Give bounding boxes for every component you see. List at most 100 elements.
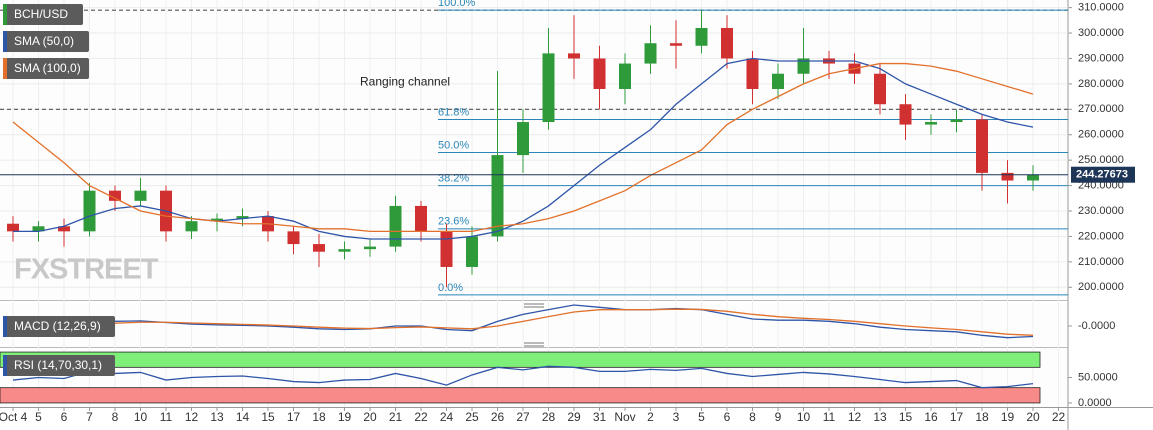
legend-swatch xyxy=(3,4,7,25)
candle-body xyxy=(491,155,504,237)
y-tick-label: 0.0000 xyxy=(1078,397,1112,409)
legend-box xyxy=(3,355,115,376)
x-tick-label: 29 xyxy=(567,410,581,424)
candle-body xyxy=(389,205,402,247)
candle-body xyxy=(185,221,198,232)
candle-body xyxy=(925,122,937,125)
fib-label: 0.0% xyxy=(438,282,463,294)
price-tag-label: 244.27673 xyxy=(1076,169,1128,181)
x-tick-label: 19 xyxy=(338,410,352,424)
x-tick-label: 8 xyxy=(112,410,119,424)
x-tick-label: 3 xyxy=(673,410,680,424)
x-tick-label: 12 xyxy=(848,410,862,424)
line-series xyxy=(13,57,1034,240)
fib-label: 100.0% xyxy=(438,0,476,9)
x-tick-label: 10 xyxy=(797,410,811,424)
x-tick-label: 7 xyxy=(86,410,93,424)
legend-label: RSI (14,70,30,1) xyxy=(14,358,102,372)
x-tick-label: Oct 4 xyxy=(0,410,28,424)
x-tick-label: 26 xyxy=(491,410,505,424)
candle-body xyxy=(797,58,810,74)
candle-body xyxy=(364,246,376,250)
x-tick-label: 16 xyxy=(924,410,938,424)
y-tick-label: 290.0000 xyxy=(1078,52,1124,64)
candle-body xyxy=(32,226,45,232)
legend-swatch xyxy=(3,355,7,376)
candle-body xyxy=(950,119,963,123)
candle-body xyxy=(542,53,555,123)
x-tick-label: 18 xyxy=(312,410,326,424)
x-tick-label: 19 xyxy=(1001,410,1015,424)
legend-swatch xyxy=(3,58,7,79)
x-tick-label: 24 xyxy=(440,410,454,424)
y-tick-label: 250.0000 xyxy=(1078,154,1124,166)
candle-body xyxy=(695,27,708,46)
candle-body xyxy=(670,43,682,46)
legend-item[interactable]: BCH/USD xyxy=(3,4,83,25)
x-tick-label: Nov xyxy=(614,410,635,424)
y-tick-label: 230.0000 xyxy=(1078,205,1124,217)
x-tick-label: 14 xyxy=(236,410,250,424)
legend-item[interactable]: SMA (100,0) xyxy=(3,58,89,79)
candle-body xyxy=(313,244,325,252)
candle-body xyxy=(568,53,580,59)
x-tick-label: 5 xyxy=(35,410,42,424)
y-tick-label: 300.0000 xyxy=(1078,27,1124,39)
x-tick-label: 13 xyxy=(210,410,224,424)
x-tick-label: 21 xyxy=(389,410,403,424)
legend-label: MACD (12,26,9) xyxy=(14,319,101,333)
band xyxy=(0,387,1041,404)
fib-label: 61.8% xyxy=(438,106,469,118)
candle-body xyxy=(1001,172,1014,181)
legend-box xyxy=(3,31,89,52)
candle-body xyxy=(619,63,631,89)
candle-body xyxy=(134,190,147,201)
x-tick-label: 11 xyxy=(823,410,836,424)
y-tick-label: 200.0000 xyxy=(1078,281,1124,293)
line-series xyxy=(13,308,1034,336)
fib-label: 50.0% xyxy=(438,139,469,151)
fib-label: 38.2% xyxy=(438,172,469,184)
y-tick-label: 270.0000 xyxy=(1078,103,1124,115)
candle-body xyxy=(415,205,427,232)
x-tick-label: 22 xyxy=(414,410,428,424)
x-tick-label: 8 xyxy=(749,410,756,424)
line-series xyxy=(12,365,1034,389)
candle-body xyxy=(109,190,121,201)
candle-body xyxy=(976,119,988,173)
x-tick-label: 28 xyxy=(542,410,556,424)
y-tick-label: 220.0000 xyxy=(1078,230,1124,242)
y-tick-label: 280.0000 xyxy=(1078,78,1124,90)
resize-handle[interactable] xyxy=(524,303,544,308)
candle-body xyxy=(899,104,912,125)
line-series xyxy=(12,62,1034,233)
candle-body xyxy=(593,58,606,89)
candle-body xyxy=(1027,174,1039,181)
x-tick-label: 15 xyxy=(899,410,913,424)
legend-box xyxy=(3,316,115,337)
resize-handle[interactable] xyxy=(524,342,544,347)
x-tick-label: 25 xyxy=(465,410,479,424)
legend-label: SMA (50,0) xyxy=(14,34,74,48)
candle-body xyxy=(721,27,733,59)
x-tick-label: 17 xyxy=(950,410,964,424)
fib-label: 23.6% xyxy=(438,216,469,228)
x-tick-label: 6 xyxy=(724,410,731,424)
x-tick-label: 22 xyxy=(1052,410,1066,424)
x-tick-label: 20 xyxy=(363,410,377,424)
legend-swatch xyxy=(3,31,7,52)
legend-swatch xyxy=(3,316,7,337)
x-tick-label: 5 xyxy=(698,410,705,424)
price-panel xyxy=(0,0,1068,300)
legend-label: SMA (100,0) xyxy=(14,61,81,75)
candle-body xyxy=(517,122,529,156)
y-tick-label: 210.0000 xyxy=(1078,256,1124,268)
x-tick-label: 6 xyxy=(61,410,68,424)
candle-body xyxy=(287,231,300,245)
candle-body xyxy=(466,236,478,267)
candle-body xyxy=(338,249,351,252)
y-tick-label: 260.0000 xyxy=(1078,129,1124,141)
legend-item[interactable]: SMA (50,0) xyxy=(3,31,89,52)
legend-box xyxy=(3,58,89,79)
